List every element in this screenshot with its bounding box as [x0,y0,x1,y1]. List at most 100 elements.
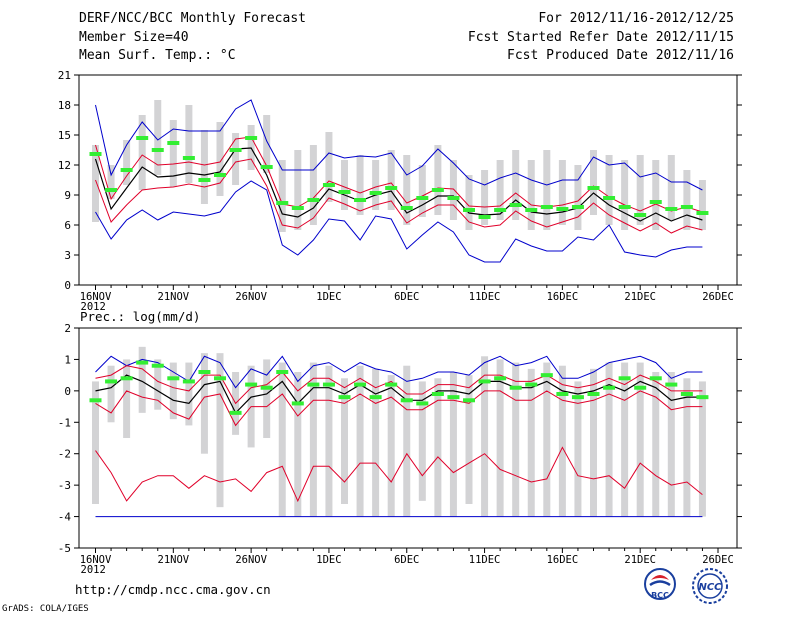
chart-title: DERF/NCC/BCC Monthly Forecast [79,11,306,26]
prec-range-bar [667,372,675,517]
prec-green-marker [431,392,444,396]
temp-green-marker [525,208,538,212]
temp-range-bar [403,155,411,225]
prec-green-marker [338,395,351,400]
temp-green-marker [151,148,164,152]
temp-red-lower-line [95,158,703,234]
temp-range-bar [636,155,644,225]
source-url[interactable]: http://cmdp.ncc.cma.gov.cn [75,582,271,597]
prec-green-marker [136,360,149,365]
prec-xtick-label: 16DEC [547,554,579,566]
temp-green-marker [463,208,475,212]
temp-green-marker [634,213,647,217]
prec-range-bar [481,356,489,517]
prec-range-bar [294,372,302,517]
temp-xtick-label: 6DEC [394,291,419,303]
temp-range-bar [449,160,457,220]
prec-green-marker [89,398,102,403]
prec-green-marker [494,376,507,381]
prec-green-marker [649,376,662,381]
prec-ytick-label: 2 [64,322,71,335]
prec-green-marker [696,395,709,400]
temp-green-marker [120,168,133,172]
temp-green-marker [400,206,413,210]
temp-ytick-label: 0 [64,279,71,292]
temp-range-bar [652,160,660,230]
temp-green-marker [618,205,631,209]
temp-range-bar [372,160,380,210]
temp-green-marker [136,136,149,140]
temp-range-bar [465,175,473,230]
temp-range-bar [356,155,364,215]
prec-range-bar [169,362,177,420]
temp-green-marker [307,198,320,202]
prec-xtick-label: 26DEC [702,554,734,566]
prec-range-bar [621,362,629,517]
temp-plot-frame [78,74,738,286]
temp-green-marker [354,198,367,202]
prec-range-bar [558,365,566,517]
temp-green-marker [89,152,102,156]
temp-ytick-label: 6 [64,219,71,232]
temp-green-marker [587,186,600,190]
prec-green-marker [463,398,475,403]
temp-range-bar [590,150,597,215]
temp-range-bar [325,132,333,202]
prec-ytick-label: -2 [58,448,71,461]
prec-red-upper-line [95,365,703,405]
prec-range-bar [590,368,597,517]
prec-ytick-label: -3 [58,479,71,492]
temp-green-marker [385,186,398,190]
temp-green-marker [416,196,429,200]
temp-range-bar [543,150,551,230]
prec-green-marker [618,376,631,381]
prec-ytick-label: -4 [58,511,72,524]
temp-range-bar [263,115,271,173]
prec-ensemble-mean-line [95,374,703,414]
temp-blue-upper-line [95,99,703,191]
prec-green-marker [571,395,584,400]
prec-green-marker [556,392,569,396]
prec-range-bar [465,375,473,504]
temp-green-marker [291,206,304,210]
prec-range-bar [683,378,691,517]
prec-range-bar [652,372,660,517]
prec-green-marker [151,363,164,368]
prec-range-bar [418,381,426,501]
temp-green-marker [665,207,678,211]
prec-plot-frame [78,327,738,549]
prec-green-marker [214,376,226,381]
prec-range-bar [107,365,115,423]
prec-green-marker [182,379,195,384]
prec-range-bar [309,362,317,517]
prec-green-marker [105,379,118,384]
prec-range-bar [449,372,457,517]
temp-range-bar [683,170,691,230]
prec-green-marker [400,398,413,403]
temp-range-bar [309,145,317,225]
prec-green-marker [525,382,538,387]
prec-range-bar [216,353,224,508]
prec-range-bar [278,362,286,517]
temp-green-marker [245,136,258,140]
prec-range-bar [92,381,99,504]
prec-range-bar [185,362,193,426]
prec-green-marker [120,376,133,381]
temp-range-bar [387,150,395,210]
temp-green-marker [369,191,382,195]
prec-green-marker [307,382,320,387]
temp-range-bar [341,160,348,210]
prec-green-marker [260,385,273,390]
prec-xtick-label: 16NOV [80,554,112,566]
prec-range-bar [605,362,613,517]
temp-green-marker [494,208,507,212]
temp-range-bar [605,155,613,225]
temp-year-label: 2012 [81,301,106,313]
prec-green-marker [540,373,553,378]
temp-green-marker [447,196,460,200]
temp-range-bar [123,140,131,185]
temp-xtick-label: 11DEC [469,291,501,303]
member-size: Member Size=40 [79,30,189,45]
